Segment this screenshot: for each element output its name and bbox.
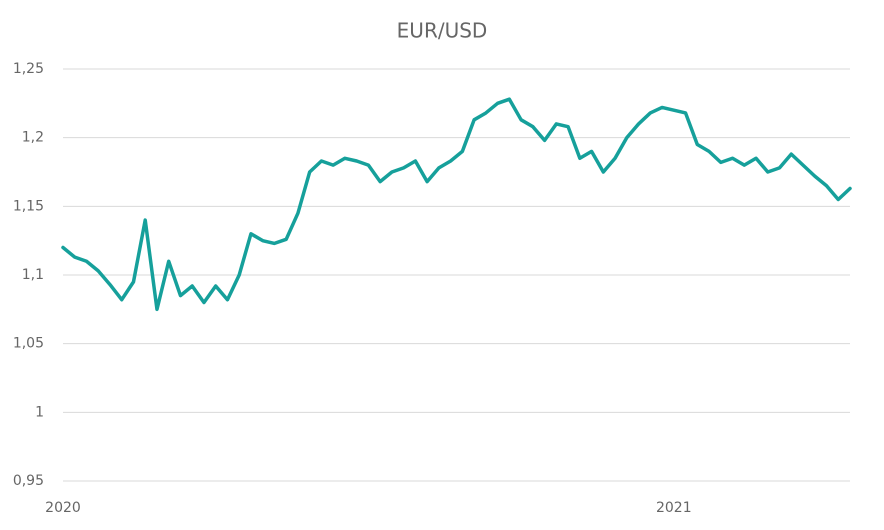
y-tick-label: 0,95: [13, 473, 44, 489]
y-tick-label: 1,2: [22, 130, 44, 146]
y-tick-label: 1,15: [13, 198, 44, 214]
y-tick-label: 1,25: [13, 61, 44, 77]
x-tick-label: 2020: [45, 500, 81, 516]
y-tick-label: 1: [35, 404, 44, 420]
line-series: [61, 97, 852, 312]
y-tick-label: 1,1: [22, 267, 44, 283]
x-tick-label: 2021: [656, 500, 692, 516]
y-tick-label: 1,05: [13, 336, 44, 352]
chart-title: EUR/USD: [397, 19, 488, 43]
